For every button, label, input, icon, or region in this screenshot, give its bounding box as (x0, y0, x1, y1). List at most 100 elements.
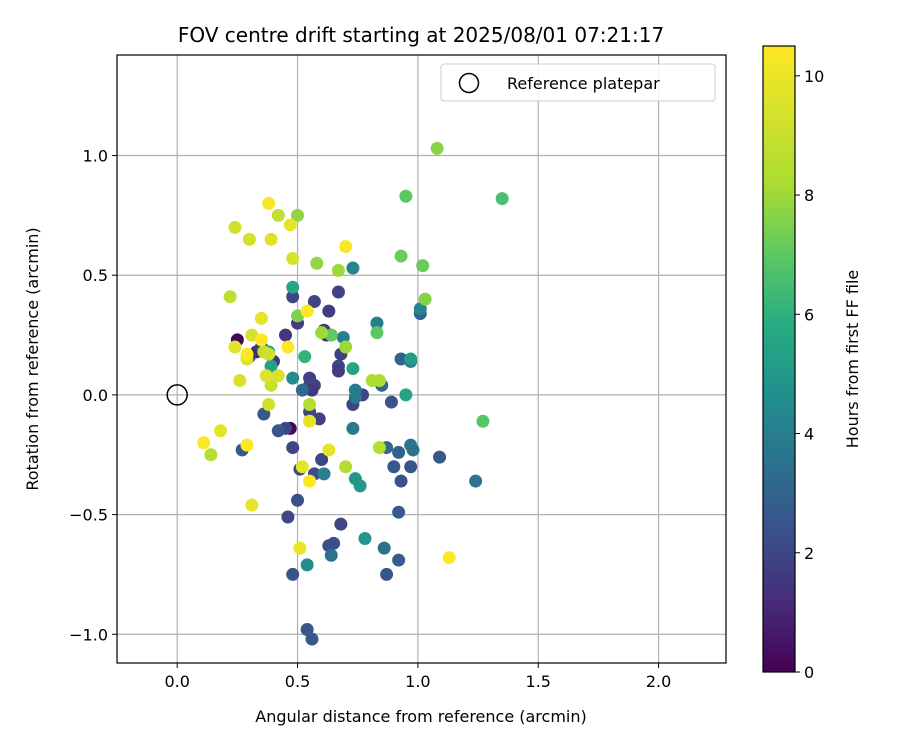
y-axis-ticks: −1.0 −0.5 0.0 0.5 1.0 (69, 147, 117, 644)
data-point (197, 436, 211, 450)
data-point (399, 388, 413, 402)
grid-lines (117, 55, 726, 663)
data-point (298, 350, 312, 364)
data-point (322, 443, 336, 457)
data-point (264, 378, 278, 392)
data-point (380, 567, 394, 581)
data-point (418, 292, 432, 306)
reference-point (166, 384, 188, 406)
data-point (300, 622, 314, 636)
chart-title: FOV centre drift starting at 2025/08/01 … (178, 23, 664, 47)
data-point (257, 407, 271, 421)
data-point (281, 510, 295, 524)
data-point (433, 450, 447, 464)
data-point (228, 220, 242, 234)
data-point (430, 141, 444, 155)
data-point (317, 467, 331, 481)
data-point (404, 352, 418, 366)
reference-platepar-marker (166, 384, 188, 406)
data-point (339, 340, 353, 354)
data-point (358, 532, 372, 546)
data-point (372, 441, 386, 455)
data-point (271, 208, 285, 222)
data-point (264, 359, 278, 373)
data-point (387, 460, 401, 474)
data-point (271, 369, 285, 383)
data-point (392, 505, 406, 519)
data-point (254, 333, 268, 347)
data-point (416, 259, 430, 273)
data-point (331, 364, 345, 378)
plot-frame (116, 54, 727, 664)
y-tick-label: 0.0 (83, 386, 108, 405)
data-point (283, 218, 297, 232)
data-point (305, 632, 319, 646)
x-tick-label: 0.5 (285, 672, 310, 691)
data-point (339, 460, 353, 474)
data-point (295, 460, 309, 474)
colorbar-label: Hours from first FF file (843, 270, 862, 449)
data-point (271, 424, 285, 438)
y-tick-label: −0.5 (69, 506, 108, 525)
data-point (370, 316, 384, 330)
data-point (394, 249, 408, 263)
data-point (300, 558, 314, 572)
data-point (291, 208, 305, 222)
data-point (262, 347, 276, 361)
data-point (300, 304, 314, 318)
data-point (413, 302, 427, 316)
data-point (346, 421, 360, 435)
data-point (331, 285, 345, 299)
data-point (242, 232, 256, 246)
data-point (348, 390, 362, 404)
data-point (286, 567, 300, 581)
data-point (286, 251, 300, 265)
x-tick-label: 0.0 (164, 672, 189, 691)
data-point (394, 474, 408, 488)
data-point (327, 536, 341, 550)
y-tick-label: −1.0 (69, 625, 108, 644)
data-point (286, 280, 300, 294)
colorbar-tick-label: 10 (804, 67, 824, 86)
legend-label: Reference platepar (507, 74, 660, 93)
data-point (310, 256, 324, 270)
colorbar-ticks: 0 2 4 6 8 10 (795, 67, 824, 682)
data-point (291, 309, 305, 323)
x-axis-label: Angular distance from reference (arcmin) (255, 707, 586, 726)
data-point (307, 295, 321, 309)
data-point (346, 261, 360, 275)
data-point (262, 196, 276, 210)
data-point (315, 453, 329, 467)
data-point (353, 479, 367, 493)
data-point (442, 551, 456, 565)
data-point (339, 239, 353, 253)
data-point (286, 371, 300, 385)
data-point (295, 383, 309, 397)
data-point (245, 498, 259, 512)
x-tick-label: 1.5 (526, 672, 551, 691)
data-point (240, 438, 254, 452)
data-point (324, 548, 338, 562)
data-point (262, 397, 276, 411)
data-points (197, 141, 509, 646)
data-point (315, 326, 329, 340)
data-point (322, 304, 336, 318)
data-point (286, 441, 300, 455)
data-point (264, 232, 278, 246)
data-point (278, 328, 292, 342)
colorbar: 0 2 4 6 8 10 Hours from first FF file (762, 45, 862, 682)
data-point (399, 189, 413, 203)
data-point (291, 493, 305, 507)
legend: Reference platepar (440, 63, 716, 102)
colorbar-tick-label: 6 (804, 305, 814, 324)
data-point (245, 328, 259, 342)
data-point (392, 445, 406, 459)
x-tick-label: 2.0 (646, 672, 671, 691)
data-point (259, 369, 273, 383)
data-point (404, 460, 418, 474)
colorbar-gradient (762, 45, 796, 673)
data-point (370, 326, 384, 340)
data-point (303, 397, 317, 411)
data-point (240, 347, 254, 361)
